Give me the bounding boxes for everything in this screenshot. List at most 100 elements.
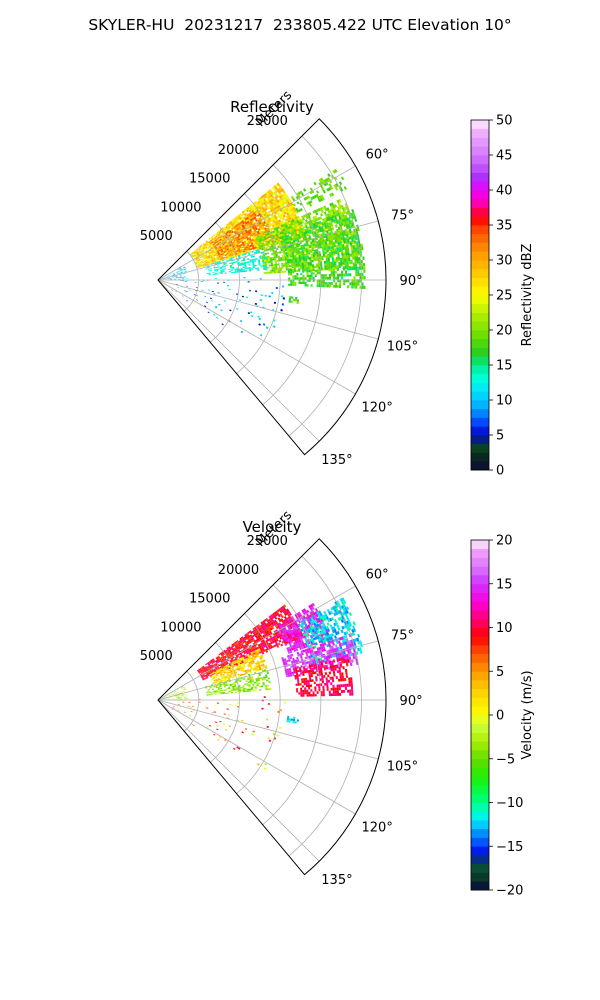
echo-cell: [265, 194, 269, 198]
colorbar-tick-label: 30: [496, 254, 513, 269]
echo-cell: [270, 209, 274, 212]
echo-cell: [255, 202, 259, 205]
echo-cell: [197, 257, 200, 260]
echo-cell: [330, 248, 333, 252]
echo-cell: [285, 235, 288, 238]
echo-cell: [181, 277, 184, 278]
echo-cell: [218, 234, 222, 237]
echo-cell: [229, 249, 232, 252]
echo-cell: [288, 260, 292, 263]
echo-cell: [343, 186, 347, 190]
echo-cell: [196, 260, 199, 262]
echo-cell: [282, 285, 285, 288]
echo-cell: [264, 232, 267, 235]
echo-cell: [239, 237, 243, 240]
echo-cell: [337, 285, 340, 288]
echo-cell: [336, 228, 339, 233]
echo-cell: [207, 260, 210, 262]
echo-cell: [287, 214, 291, 218]
echo-cell: [245, 261, 248, 264]
echo-cell: [332, 284, 335, 288]
echo-cell: [183, 275, 186, 277]
echo-cell: [328, 284, 331, 288]
echo-cell: [277, 269, 280, 272]
echo-cell: [289, 269, 293, 272]
echo-cell: [273, 219, 277, 223]
echo-cell: [341, 270, 344, 274]
echo-cell: [310, 274, 313, 278]
echo-cell: [351, 285, 354, 289]
echo-cell: [258, 317, 261, 321]
echo-cell: [337, 234, 341, 238]
echo-cell: [252, 247, 255, 250]
echo-cell: [251, 244, 254, 247]
echo-cell: [215, 247, 218, 250]
echo-cell: [285, 262, 288, 265]
echo-cell: [230, 269, 233, 271]
echo-cell: [333, 241, 336, 245]
echo-cell: [241, 251, 244, 254]
echo-cell: [245, 236, 249, 239]
echo-cell: [284, 200, 288, 204]
echo-cell: [263, 195, 267, 199]
echo-cell: [225, 245, 228, 247]
echo-cell: [338, 181, 343, 186]
echo-cell: [341, 211, 345, 215]
echo-cell: [256, 230, 260, 234]
echo-cell: [282, 214, 286, 218]
echo-cell: [310, 284, 313, 287]
echo-cell: [250, 314, 254, 318]
echo-cell: [251, 250, 254, 253]
echo-cell: [316, 281, 319, 285]
echo-cell: [204, 263, 207, 265]
echo-cell: [294, 226, 298, 229]
echo-cell: [202, 247, 205, 249]
echo-cell: [274, 231, 278, 235]
echo-cell: [274, 190, 278, 194]
echo-cell: [200, 281, 203, 282]
echo-cell: [208, 263, 211, 265]
echo-cell: [331, 202, 334, 206]
echo-cell: [312, 268, 315, 272]
echo-cell: [277, 267, 280, 270]
echo-cell: [249, 250, 252, 253]
echo-cell: [208, 270, 211, 272]
echo-cell: [239, 217, 242, 220]
echo-cell: [340, 259, 343, 263]
echo-cell: [267, 271, 270, 274]
echo-cell: [286, 217, 290, 221]
echo-cell: [197, 258, 200, 261]
echo-cell: [338, 198, 342, 203]
echo-cell: [316, 271, 319, 275]
echo-cell: [289, 296, 292, 299]
echo-cell: [292, 275, 295, 278]
echo-cell: [250, 311, 253, 314]
echo-cell: [298, 268, 301, 271]
echo-cell: [182, 269, 185, 271]
echo-cell: [308, 267, 311, 270]
echo-cell: [273, 269, 276, 272]
echo-cell: [238, 230, 241, 234]
echo-cell: [251, 213, 255, 217]
echo-cell: [212, 246, 215, 249]
echo-cell: [263, 272, 266, 274]
echo-cell: [306, 274, 309, 278]
echo-cell: [241, 220, 244, 223]
echo-cell: [207, 247, 210, 249]
echo-cell: [178, 270, 181, 272]
echo-cell: [280, 259, 283, 262]
echo-cell: [216, 250, 219, 253]
echo-cell: [217, 266, 220, 268]
echo-cell: [348, 267, 352, 271]
echo-cell: [201, 248, 204, 250]
echo-cell: [258, 199, 262, 203]
echo-cell: [245, 244, 248, 248]
echo-cell: [228, 230, 232, 234]
echo-cell: [271, 271, 274, 274]
echo-cell: [242, 218, 246, 222]
echo-cell: [241, 224, 244, 227]
echo-cell: [176, 273, 179, 274]
echo-cell: [281, 236, 284, 240]
echo-cell: [202, 259, 205, 262]
echo-cell: [242, 244, 246, 247]
